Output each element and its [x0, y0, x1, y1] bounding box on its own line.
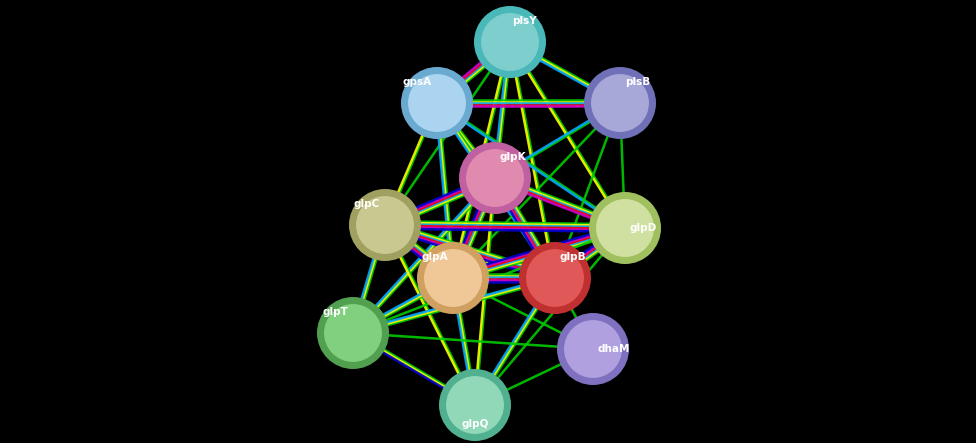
Circle shape: [474, 6, 546, 78]
Circle shape: [519, 242, 591, 314]
Circle shape: [439, 369, 511, 441]
Text: plsY: plsY: [512, 16, 537, 26]
Text: glpC: glpC: [353, 199, 380, 209]
Text: glpT: glpT: [322, 307, 348, 317]
Text: glpQ: glpQ: [462, 419, 489, 429]
Circle shape: [401, 67, 473, 139]
Text: glpD: glpD: [630, 223, 657, 233]
Circle shape: [557, 313, 629, 385]
Text: plsB: plsB: [625, 77, 650, 87]
Circle shape: [317, 297, 389, 369]
Circle shape: [323, 303, 383, 363]
Circle shape: [563, 319, 623, 379]
Text: gpsA: gpsA: [403, 77, 432, 87]
Circle shape: [459, 142, 531, 214]
Circle shape: [465, 148, 525, 208]
Circle shape: [349, 189, 421, 261]
Circle shape: [445, 375, 505, 435]
Circle shape: [595, 198, 655, 258]
Text: glpK: glpK: [500, 152, 527, 162]
Text: dhaM: dhaM: [598, 344, 630, 354]
Circle shape: [589, 192, 661, 264]
Circle shape: [590, 73, 650, 133]
Circle shape: [584, 67, 656, 139]
Circle shape: [480, 12, 540, 72]
Circle shape: [417, 242, 489, 314]
Circle shape: [423, 248, 483, 308]
Text: glpB: glpB: [560, 252, 587, 262]
Circle shape: [525, 248, 585, 308]
Text: glpA: glpA: [422, 252, 448, 262]
Circle shape: [355, 195, 415, 255]
Circle shape: [407, 73, 467, 133]
